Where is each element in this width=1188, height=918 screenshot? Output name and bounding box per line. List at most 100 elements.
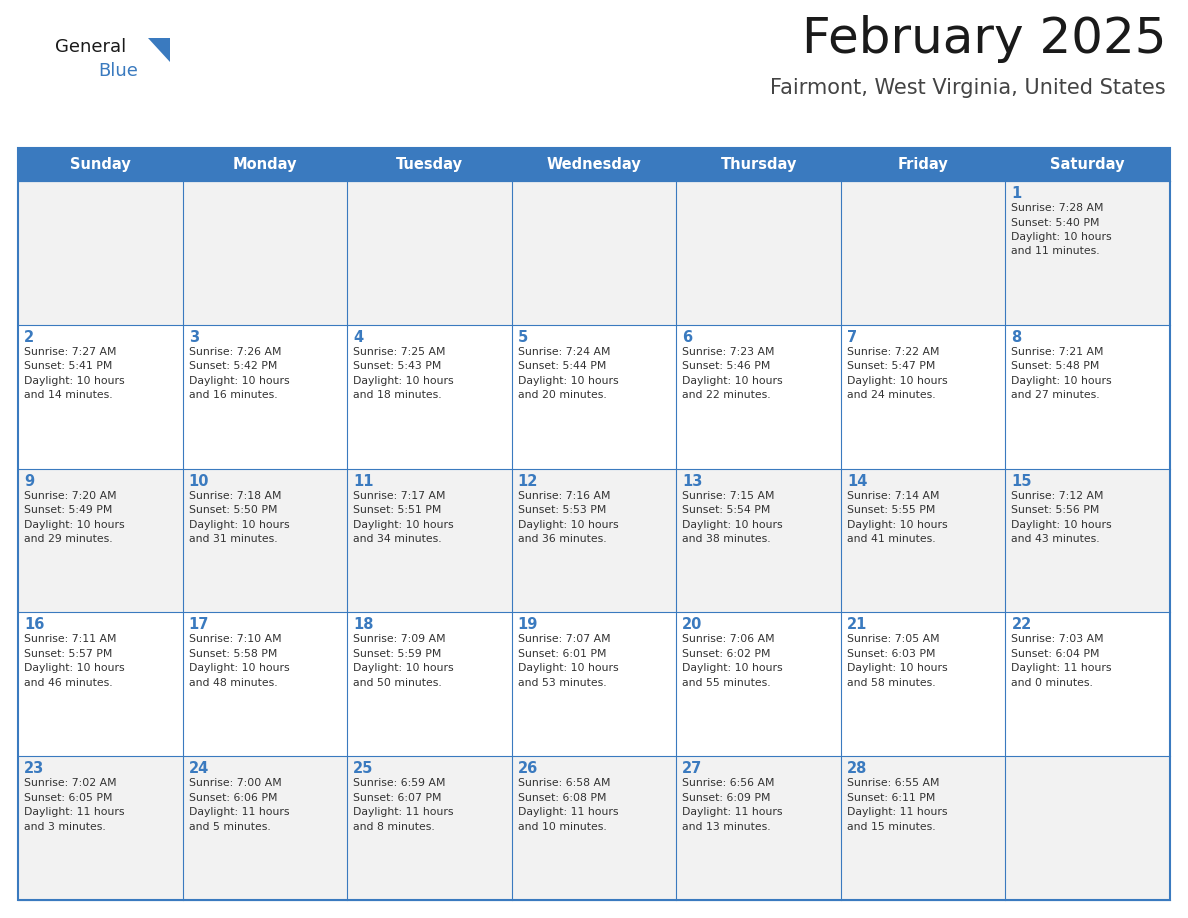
Bar (18, 148, 183, 181)
Text: Daylight: 10 hours: Daylight: 10 hours (353, 664, 454, 674)
Bar (347, 181, 512, 325)
Text: and 16 minutes.: and 16 minutes. (189, 390, 277, 400)
Bar (841, 468, 1005, 612)
Text: Sunset: 5:58 PM: Sunset: 5:58 PM (189, 649, 277, 659)
Text: Sunset: 5:56 PM: Sunset: 5:56 PM (1011, 505, 1100, 515)
Text: Sunrise: 7:00 AM: Sunrise: 7:00 AM (189, 778, 282, 789)
Text: Sunrise: 7:22 AM: Sunrise: 7:22 AM (847, 347, 940, 357)
Text: Daylight: 10 hours: Daylight: 10 hours (518, 375, 618, 386)
Bar (512, 612, 676, 756)
Text: Sunset: 5:46 PM: Sunset: 5:46 PM (682, 362, 771, 371)
Text: Sunrise: 7:20 AM: Sunrise: 7:20 AM (24, 490, 116, 500)
Text: Wednesday: Wednesday (546, 157, 642, 172)
Text: and 0 minutes.: and 0 minutes. (1011, 677, 1093, 688)
Text: 1: 1 (1011, 186, 1022, 201)
Text: Sunrise: 7:10 AM: Sunrise: 7:10 AM (189, 634, 282, 644)
Text: and 3 minutes.: and 3 minutes. (24, 822, 106, 832)
Text: 21: 21 (847, 618, 867, 633)
Bar (347, 325, 512, 468)
Text: Sunset: 5:59 PM: Sunset: 5:59 PM (353, 649, 442, 659)
Text: Sunrise: 6:59 AM: Sunrise: 6:59 AM (353, 778, 446, 789)
Text: 6: 6 (682, 330, 693, 345)
Text: Sunset: 5:48 PM: Sunset: 5:48 PM (1011, 362, 1100, 371)
Text: Daylight: 10 hours: Daylight: 10 hours (1011, 375, 1112, 386)
Text: and 10 minutes.: and 10 minutes. (518, 822, 606, 832)
Bar (183, 181, 347, 325)
Text: Monday: Monday (233, 157, 297, 172)
Bar (1005, 325, 1170, 468)
Text: 7: 7 (847, 330, 857, 345)
Text: Sunrise: 7:23 AM: Sunrise: 7:23 AM (682, 347, 775, 357)
Text: 17: 17 (189, 618, 209, 633)
Text: and 31 minutes.: and 31 minutes. (189, 534, 277, 544)
Text: Daylight: 10 hours: Daylight: 10 hours (847, 520, 948, 530)
Bar (676, 612, 841, 756)
Bar (512, 468, 676, 612)
Text: Sunrise: 7:17 AM: Sunrise: 7:17 AM (353, 490, 446, 500)
Text: Sunrise: 7:21 AM: Sunrise: 7:21 AM (1011, 347, 1104, 357)
Text: and 27 minutes.: and 27 minutes. (1011, 390, 1100, 400)
Text: Daylight: 10 hours: Daylight: 10 hours (189, 375, 289, 386)
Text: 25: 25 (353, 761, 373, 777)
Text: and 36 minutes.: and 36 minutes. (518, 534, 606, 544)
Text: Sunrise: 7:26 AM: Sunrise: 7:26 AM (189, 347, 282, 357)
Text: Daylight: 10 hours: Daylight: 10 hours (24, 664, 125, 674)
Text: Sunrise: 7:25 AM: Sunrise: 7:25 AM (353, 347, 446, 357)
Text: Sunset: 6:03 PM: Sunset: 6:03 PM (847, 649, 935, 659)
Bar (841, 612, 1005, 756)
Text: Sunrise: 7:18 AM: Sunrise: 7:18 AM (189, 490, 282, 500)
Bar (183, 468, 347, 612)
Text: Daylight: 10 hours: Daylight: 10 hours (1011, 232, 1112, 242)
Text: 2: 2 (24, 330, 34, 345)
Text: Sunset: 5:57 PM: Sunset: 5:57 PM (24, 649, 113, 659)
Text: Sunset: 5:41 PM: Sunset: 5:41 PM (24, 362, 113, 371)
Text: Daylight: 11 hours: Daylight: 11 hours (353, 807, 454, 817)
Text: Daylight: 11 hours: Daylight: 11 hours (847, 807, 947, 817)
Text: Sunset: 6:09 PM: Sunset: 6:09 PM (682, 793, 771, 802)
Text: 15: 15 (1011, 474, 1032, 488)
Text: Daylight: 10 hours: Daylight: 10 hours (847, 664, 948, 674)
Bar (676, 756, 841, 900)
Text: Daylight: 10 hours: Daylight: 10 hours (682, 664, 783, 674)
Text: and 41 minutes.: and 41 minutes. (847, 534, 935, 544)
Text: Sunrise: 7:14 AM: Sunrise: 7:14 AM (847, 490, 940, 500)
Text: Sunset: 6:05 PM: Sunset: 6:05 PM (24, 793, 113, 802)
Text: Sunset: 5:44 PM: Sunset: 5:44 PM (518, 362, 606, 371)
Bar (1005, 181, 1170, 325)
Text: Blue: Blue (97, 62, 138, 80)
Text: Sunset: 6:01 PM: Sunset: 6:01 PM (518, 649, 606, 659)
Text: 24: 24 (189, 761, 209, 777)
Bar (676, 325, 841, 468)
Bar (347, 612, 512, 756)
Bar (18, 756, 183, 900)
Text: Sunrise: 7:27 AM: Sunrise: 7:27 AM (24, 347, 116, 357)
Bar (18, 325, 183, 468)
Text: 13: 13 (682, 474, 702, 488)
Text: Sunset: 5:51 PM: Sunset: 5:51 PM (353, 505, 442, 515)
Text: Sunrise: 7:07 AM: Sunrise: 7:07 AM (518, 634, 611, 644)
Text: Daylight: 11 hours: Daylight: 11 hours (682, 807, 783, 817)
Bar (841, 148, 1005, 181)
Bar (18, 181, 183, 325)
Text: General: General (55, 38, 126, 56)
Text: Sunset: 6:04 PM: Sunset: 6:04 PM (1011, 649, 1100, 659)
Text: 10: 10 (189, 474, 209, 488)
Text: Sunset: 6:06 PM: Sunset: 6:06 PM (189, 793, 277, 802)
Text: Sunset: 5:42 PM: Sunset: 5:42 PM (189, 362, 277, 371)
Text: February 2025: February 2025 (802, 15, 1165, 63)
Text: Sunset: 5:50 PM: Sunset: 5:50 PM (189, 505, 277, 515)
Text: Sunrise: 7:28 AM: Sunrise: 7:28 AM (1011, 203, 1104, 213)
Text: and 5 minutes.: and 5 minutes. (189, 822, 271, 832)
Bar (1005, 148, 1170, 181)
Bar (1005, 468, 1170, 612)
Bar (347, 148, 512, 181)
Bar (1005, 756, 1170, 900)
Text: Saturday: Saturday (1050, 157, 1125, 172)
Text: 27: 27 (682, 761, 702, 777)
Text: Daylight: 10 hours: Daylight: 10 hours (189, 664, 289, 674)
Bar (18, 612, 183, 756)
Text: Sunrise: 7:12 AM: Sunrise: 7:12 AM (1011, 490, 1104, 500)
Text: Daylight: 10 hours: Daylight: 10 hours (847, 375, 948, 386)
Text: Daylight: 11 hours: Daylight: 11 hours (518, 807, 618, 817)
Text: and 18 minutes.: and 18 minutes. (353, 390, 442, 400)
